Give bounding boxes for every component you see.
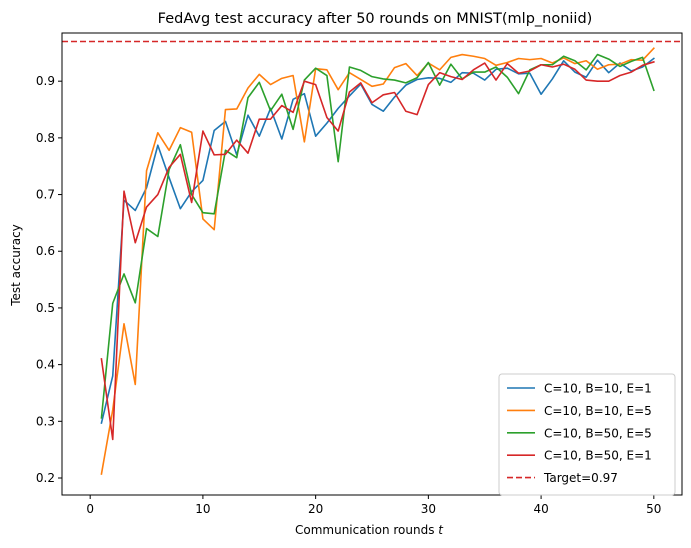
y-tick-label: 0.2 (36, 471, 55, 485)
legend-label: C=10, B=50, E=1 (544, 449, 652, 463)
y-tick-label: 0.9 (36, 74, 55, 88)
legend: C=10, B=10, E=1 C=10, B=10, E=5 C=10, B=50… (498, 373, 676, 496)
y-tick-label: 0.5 (36, 301, 55, 315)
x-axis-label-text: Communication rounds (295, 523, 438, 537)
y-tick-label: 0.3 (36, 414, 55, 428)
y-tick-label: 0.7 (36, 188, 55, 202)
legend-label: Target=0.97 (543, 471, 618, 485)
legend-label: C=10, B=10, E=1 (544, 382, 652, 396)
legend-label: C=10, B=50, E=5 (544, 426, 652, 440)
x-axis-label: Communication rounds t (295, 523, 444, 537)
y-axis-label: Test accuracy (9, 224, 23, 307)
plot-area (62, 40, 682, 475)
y-tick-label: 0.4 (36, 358, 55, 372)
legend-label: C=10, B=10, E=5 (544, 404, 652, 418)
y-tick-label: 0.6 (36, 244, 55, 258)
x-axis-label-variable: t (438, 523, 444, 537)
x-tick-label: 10 (195, 502, 210, 516)
axes: 0 10 20 30 40 50 0.2 0.3 0.4 0.5 0.6 0.7 0.8 0.9 (36, 32, 683, 516)
series-line-2 (100, 47, 655, 475)
x-tick-label: 50 (646, 502, 661, 516)
series-line-3 (100, 53, 655, 419)
x-tick-label: 40 (533, 502, 548, 516)
legend-box (498, 373, 676, 496)
x-tick-label: 30 (421, 502, 436, 516)
x-tick-label: 20 (308, 502, 323, 516)
x-tick-label: 0 (86, 502, 94, 516)
chart-title: FedAvg test accuracy after 50 rounds on … (158, 11, 593, 27)
y-tick-label: 0.8 (36, 131, 55, 145)
series-line-4 (100, 60, 655, 441)
axes-frame (61, 32, 683, 496)
